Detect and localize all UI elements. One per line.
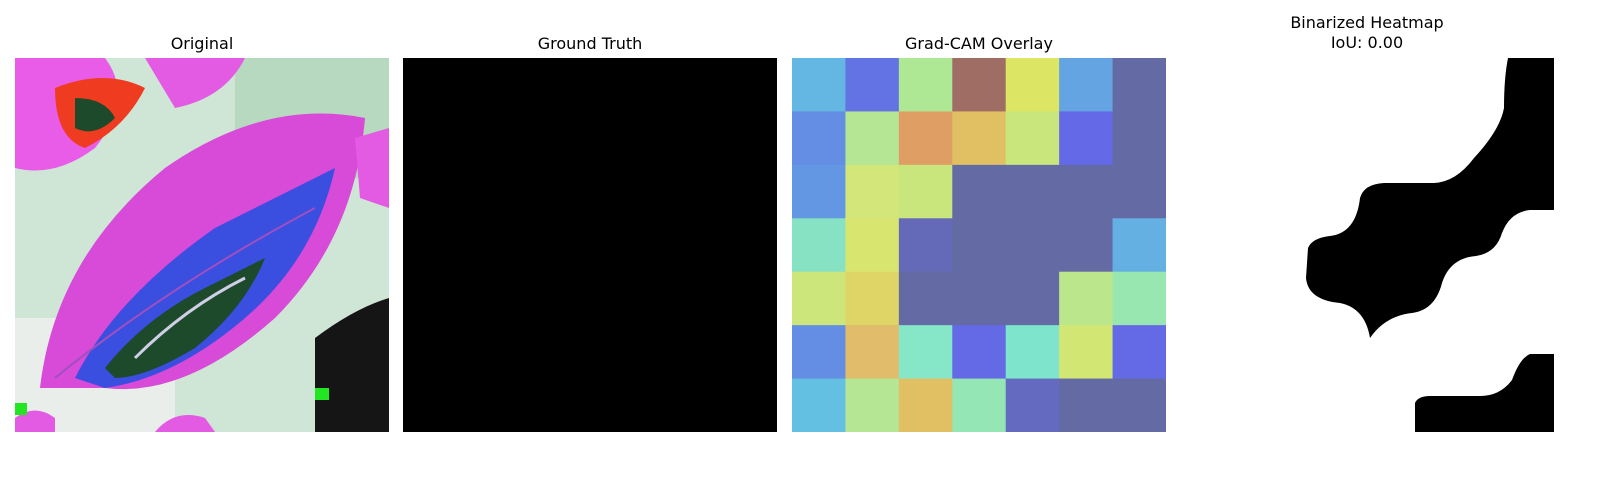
leaf-image (15, 58, 389, 432)
gradcam-cell (1112, 218, 1166, 273)
gradcam-cell (898, 325, 953, 380)
gradcam-cell (952, 58, 1007, 112)
gradcam-cell (1005, 164, 1060, 219)
gradcam-cell (952, 271, 1007, 326)
gradcam-cell (898, 271, 953, 326)
original-image (15, 58, 389, 432)
gradcam-cell (898, 58, 953, 112)
gradcam-title: Grad-CAM Overlay (905, 34, 1053, 53)
gradcam-cell (845, 378, 900, 432)
gradcam-cell (1005, 325, 1060, 380)
gradcam-cell (792, 378, 846, 432)
gradcam-cell (845, 164, 900, 219)
gradcam-cell (1005, 58, 1060, 112)
gradcam-cell (845, 58, 900, 112)
gradcam-overlay-image (792, 58, 1166, 432)
gradcam-cell (1005, 271, 1060, 326)
gradcam-cell (1112, 111, 1166, 166)
gradcam-cell (845, 111, 900, 166)
gradcam-cell (952, 325, 1007, 380)
gradcam-cell (1112, 378, 1166, 432)
gradcam-cell (1005, 111, 1060, 166)
gradcam-cell (952, 378, 1007, 432)
gradcam-cell (792, 164, 846, 219)
gradcam-cell (845, 325, 900, 380)
gradcam-cell (1112, 58, 1166, 112)
gradcam-cell (792, 111, 846, 166)
ground-truth-image (403, 58, 777, 432)
gradcam-grid (792, 58, 1166, 432)
gradcam-cell (1059, 271, 1114, 326)
gradcam-cell (898, 218, 953, 273)
binarized-mask (1180, 58, 1554, 432)
original-title: Original (170, 34, 234, 53)
gradcam-cell (1059, 218, 1114, 273)
gradcam-cell (1005, 378, 1060, 432)
gradcam-cell (845, 271, 900, 326)
gradcam-cell (845, 218, 900, 273)
gradcam-cell (792, 271, 846, 326)
gradcam-cell (898, 164, 953, 219)
gradcam-cell (1005, 218, 1060, 273)
gradcam-cell (1112, 164, 1166, 219)
binarized-heatmap-image (1180, 58, 1554, 432)
gradcam-cell (792, 58, 846, 112)
gradcam-cell (952, 111, 1007, 166)
gradcam-cell (1059, 325, 1114, 380)
ground-truth-title: Ground Truth (537, 34, 643, 53)
gradcam-cell (1059, 58, 1114, 112)
gradcam-cell (1059, 378, 1114, 432)
gradcam-cell (1112, 325, 1166, 380)
gradcam-cell (1059, 164, 1114, 219)
gradcam-cell (952, 218, 1007, 273)
binarized-title: Binarized Heatmap IoU: 0.00 (1290, 13, 1444, 52)
gradcam-cell (952, 164, 1007, 219)
gradcam-cell (898, 378, 953, 432)
gradcam-cell (792, 325, 846, 380)
gradcam-cell (1059, 111, 1114, 166)
gradcam-cell (898, 111, 953, 166)
gradcam-cell (1112, 271, 1166, 326)
gradcam-cell (792, 218, 846, 273)
